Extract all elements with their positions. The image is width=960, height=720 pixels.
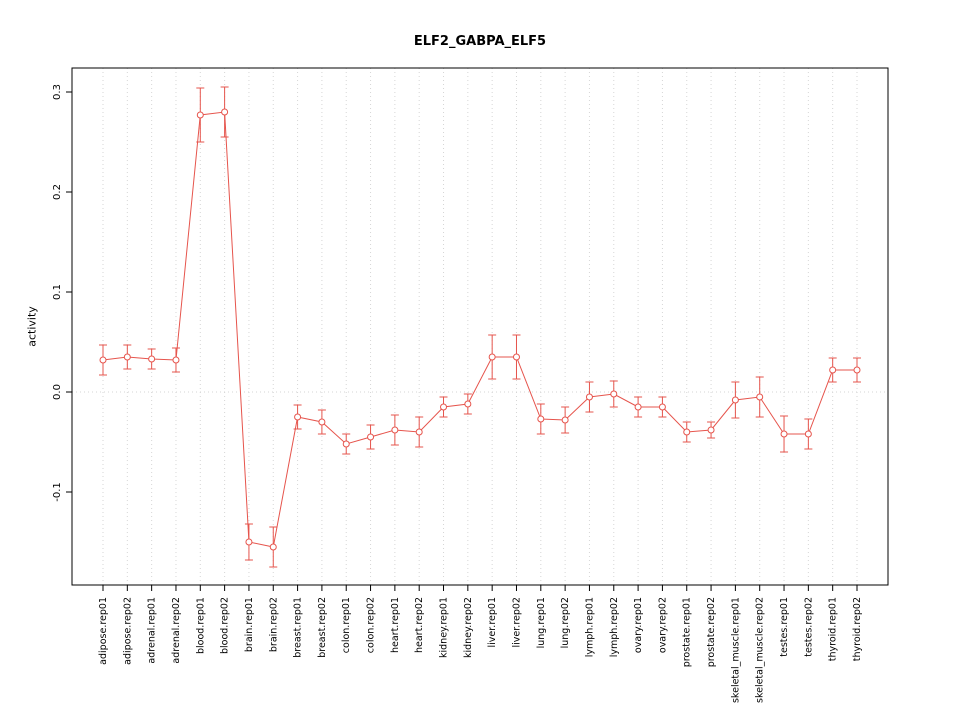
- svg-text:colon.rep01: colon.rep01: [341, 597, 352, 653]
- svg-text:adrenal.rep02: adrenal.rep02: [171, 597, 182, 664]
- svg-text:heart.rep02: heart.rep02: [414, 597, 425, 653]
- svg-text:lymph.rep02: lymph.rep02: [609, 597, 620, 657]
- svg-text:skeletal_muscle.rep01: skeletal_muscle.rep01: [730, 597, 741, 703]
- svg-text:thyroid.rep01: thyroid.rep01: [828, 597, 839, 661]
- svg-text:testes.rep01: testes.rep01: [779, 597, 790, 657]
- svg-text:ovary.rep01: ovary.rep01: [633, 597, 644, 653]
- svg-text:brain.rep02: brain.rep02: [268, 597, 279, 652]
- svg-text:0.3: 0.3: [52, 84, 63, 100]
- svg-text:0.2: 0.2: [52, 184, 63, 200]
- svg-text:ovary.rep02: ovary.rep02: [657, 597, 668, 653]
- svg-text:lymph.rep01: lymph.rep01: [584, 597, 595, 657]
- svg-text:prostate.rep02: prostate.rep02: [706, 597, 717, 667]
- svg-text:kidney.rep02: kidney.rep02: [463, 597, 474, 658]
- svg-text:adrenal.rep01: adrenal.rep01: [147, 597, 158, 664]
- svg-text:brain.rep01: brain.rep01: [244, 597, 255, 652]
- svg-text:liver.rep02: liver.rep02: [511, 597, 522, 647]
- svg-text:heart.rep01: heart.rep01: [390, 597, 401, 653]
- svg-text:lung.rep01: lung.rep01: [536, 597, 547, 648]
- svg-text:breast.rep01: breast.rep01: [293, 597, 304, 658]
- svg-text:liver.rep01: liver.rep01: [487, 597, 498, 647]
- svg-text:kidney.rep01: kidney.rep01: [439, 597, 450, 658]
- svg-text:testes.rep02: testes.rep02: [803, 597, 814, 657]
- svg-text:prostate.rep01: prostate.rep01: [682, 597, 693, 667]
- svg-text:thyroid.rep02: thyroid.rep02: [852, 597, 863, 661]
- svg-text:adipose.rep02: adipose.rep02: [122, 597, 133, 665]
- svg-text:adipose.rep01: adipose.rep01: [98, 597, 109, 665]
- chart-title: ELF2_GABPA_ELF5: [413, 34, 547, 49]
- svg-text:0.0: 0.0: [52, 384, 63, 400]
- svg-text:blood.rep01: blood.rep01: [195, 597, 206, 654]
- svg-text:blood.rep02: blood.rep02: [220, 597, 231, 654]
- svg-text:-0.1: -0.1: [52, 482, 63, 502]
- svg-text:colon.rep02: colon.rep02: [366, 597, 377, 653]
- svg-text:breast.rep02: breast.rep02: [317, 597, 328, 658]
- svg-text:lung.rep02: lung.rep02: [560, 597, 571, 648]
- svg-text:0.1: 0.1: [52, 284, 63, 300]
- svg-text:skeletal_muscle.rep02: skeletal_muscle.rep02: [755, 597, 766, 703]
